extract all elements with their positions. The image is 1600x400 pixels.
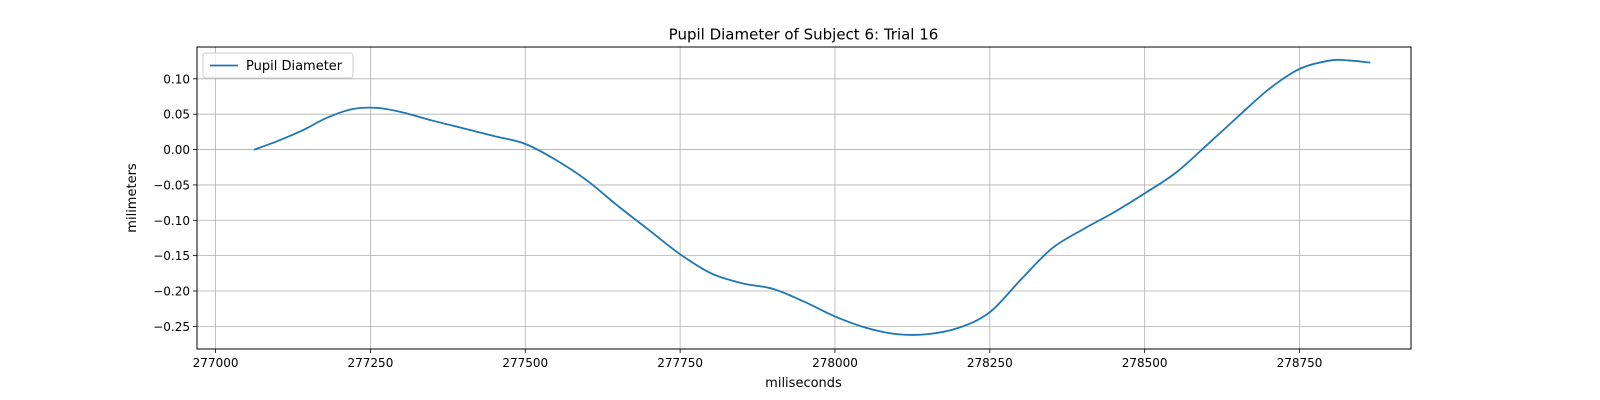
y-axis-ticks: −0.25 −0.20 −0.15 −0.10 −0.05 0.00 0.05 0.10 [153, 72, 197, 334]
x-tick-label: 277500 [502, 356, 548, 370]
legend-box [202, 52, 354, 79]
x-tick-label: 278250 [967, 356, 1013, 370]
y-tick-label: −0.20 [153, 285, 190, 299]
y-tick-label: −0.05 [153, 178, 190, 192]
x-tick-label: 278000 [812, 356, 858, 370]
chart-title: Pupil Diameter of Subject 6: Trial 16 [669, 26, 939, 44]
y-tick-label: 0.10 [163, 72, 190, 86]
y-tick-label: −0.10 [153, 214, 190, 228]
legend-label-pupil-diameter: Pupil Diameter [246, 59, 343, 74]
legend: Pupil Diameter [202, 52, 354, 79]
y-tick-label: 0.05 [163, 108, 190, 122]
series-line-pupil-diameter [253, 58, 1371, 336]
plot-area-frame [196, 46, 1412, 350]
y-axis-label: milimeters [125, 163, 140, 233]
x-axis-ticks: 277000 277250 277500 277750 278000 278250 2785… [193, 349, 1323, 370]
x-tick-label: 278750 [1277, 356, 1323, 370]
grid-lines [197, 47, 1411, 349]
x-tick-label: 278500 [1122, 356, 1168, 370]
x-tick-label: 277250 [348, 356, 394, 370]
series-layer [253, 58, 1371, 336]
y-tick-label: −0.25 [153, 320, 190, 334]
x-tick-label: 277000 [193, 356, 239, 370]
y-tick-label: −0.15 [153, 249, 190, 263]
y-tick-label: 0.00 [163, 143, 190, 157]
x-tick-label: 277750 [657, 356, 703, 370]
x-axis-label: miliseconds [765, 376, 842, 391]
